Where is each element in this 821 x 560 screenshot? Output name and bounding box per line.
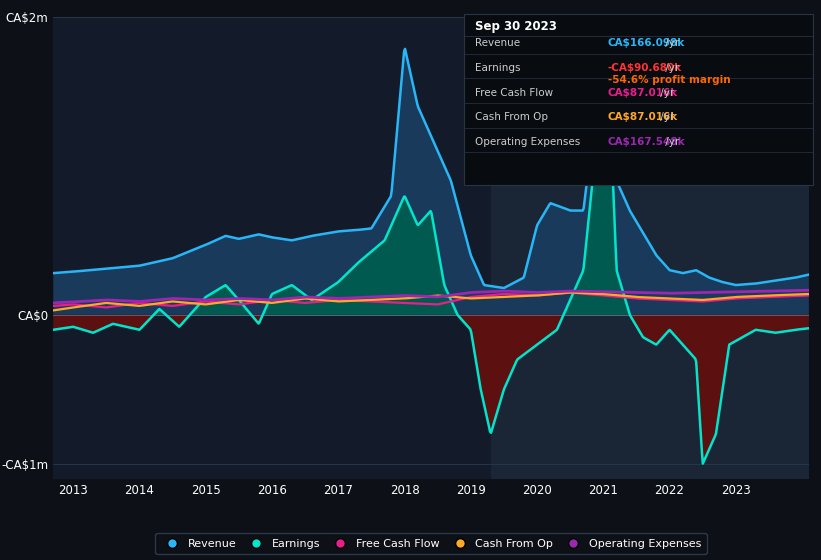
Text: Free Cash Flow: Free Cash Flow [475,88,553,98]
Text: CA$166.098k: CA$166.098k [608,39,685,49]
Text: -54.6% profit margin: -54.6% profit margin [608,76,730,86]
Text: CA$87.016k: CA$87.016k [608,113,678,123]
Text: Revenue: Revenue [475,39,520,49]
Text: Cash From Op: Cash From Op [475,113,548,123]
Text: CA$167.548k: CA$167.548k [608,137,686,147]
Bar [491,17,809,479]
Text: /yr: /yr [662,39,679,49]
Text: -CA$90.680k: -CA$90.680k [608,63,681,73]
Legend: Revenue, Earnings, Free Cash Flow, Cash From Op, Operating Expenses: Revenue, Earnings, Free Cash Flow, Cash … [155,533,707,554]
Text: /yr: /yr [662,137,679,147]
Text: CA$87.016k: CA$87.016k [608,88,678,98]
Text: Operating Expenses: Operating Expenses [475,137,580,147]
Text: /yr: /yr [657,88,674,98]
Text: /yr: /yr [662,63,679,73]
Text: Sep 30 2023: Sep 30 2023 [475,20,557,32]
Text: Earnings: Earnings [475,63,520,73]
Text: /yr: /yr [657,113,674,123]
